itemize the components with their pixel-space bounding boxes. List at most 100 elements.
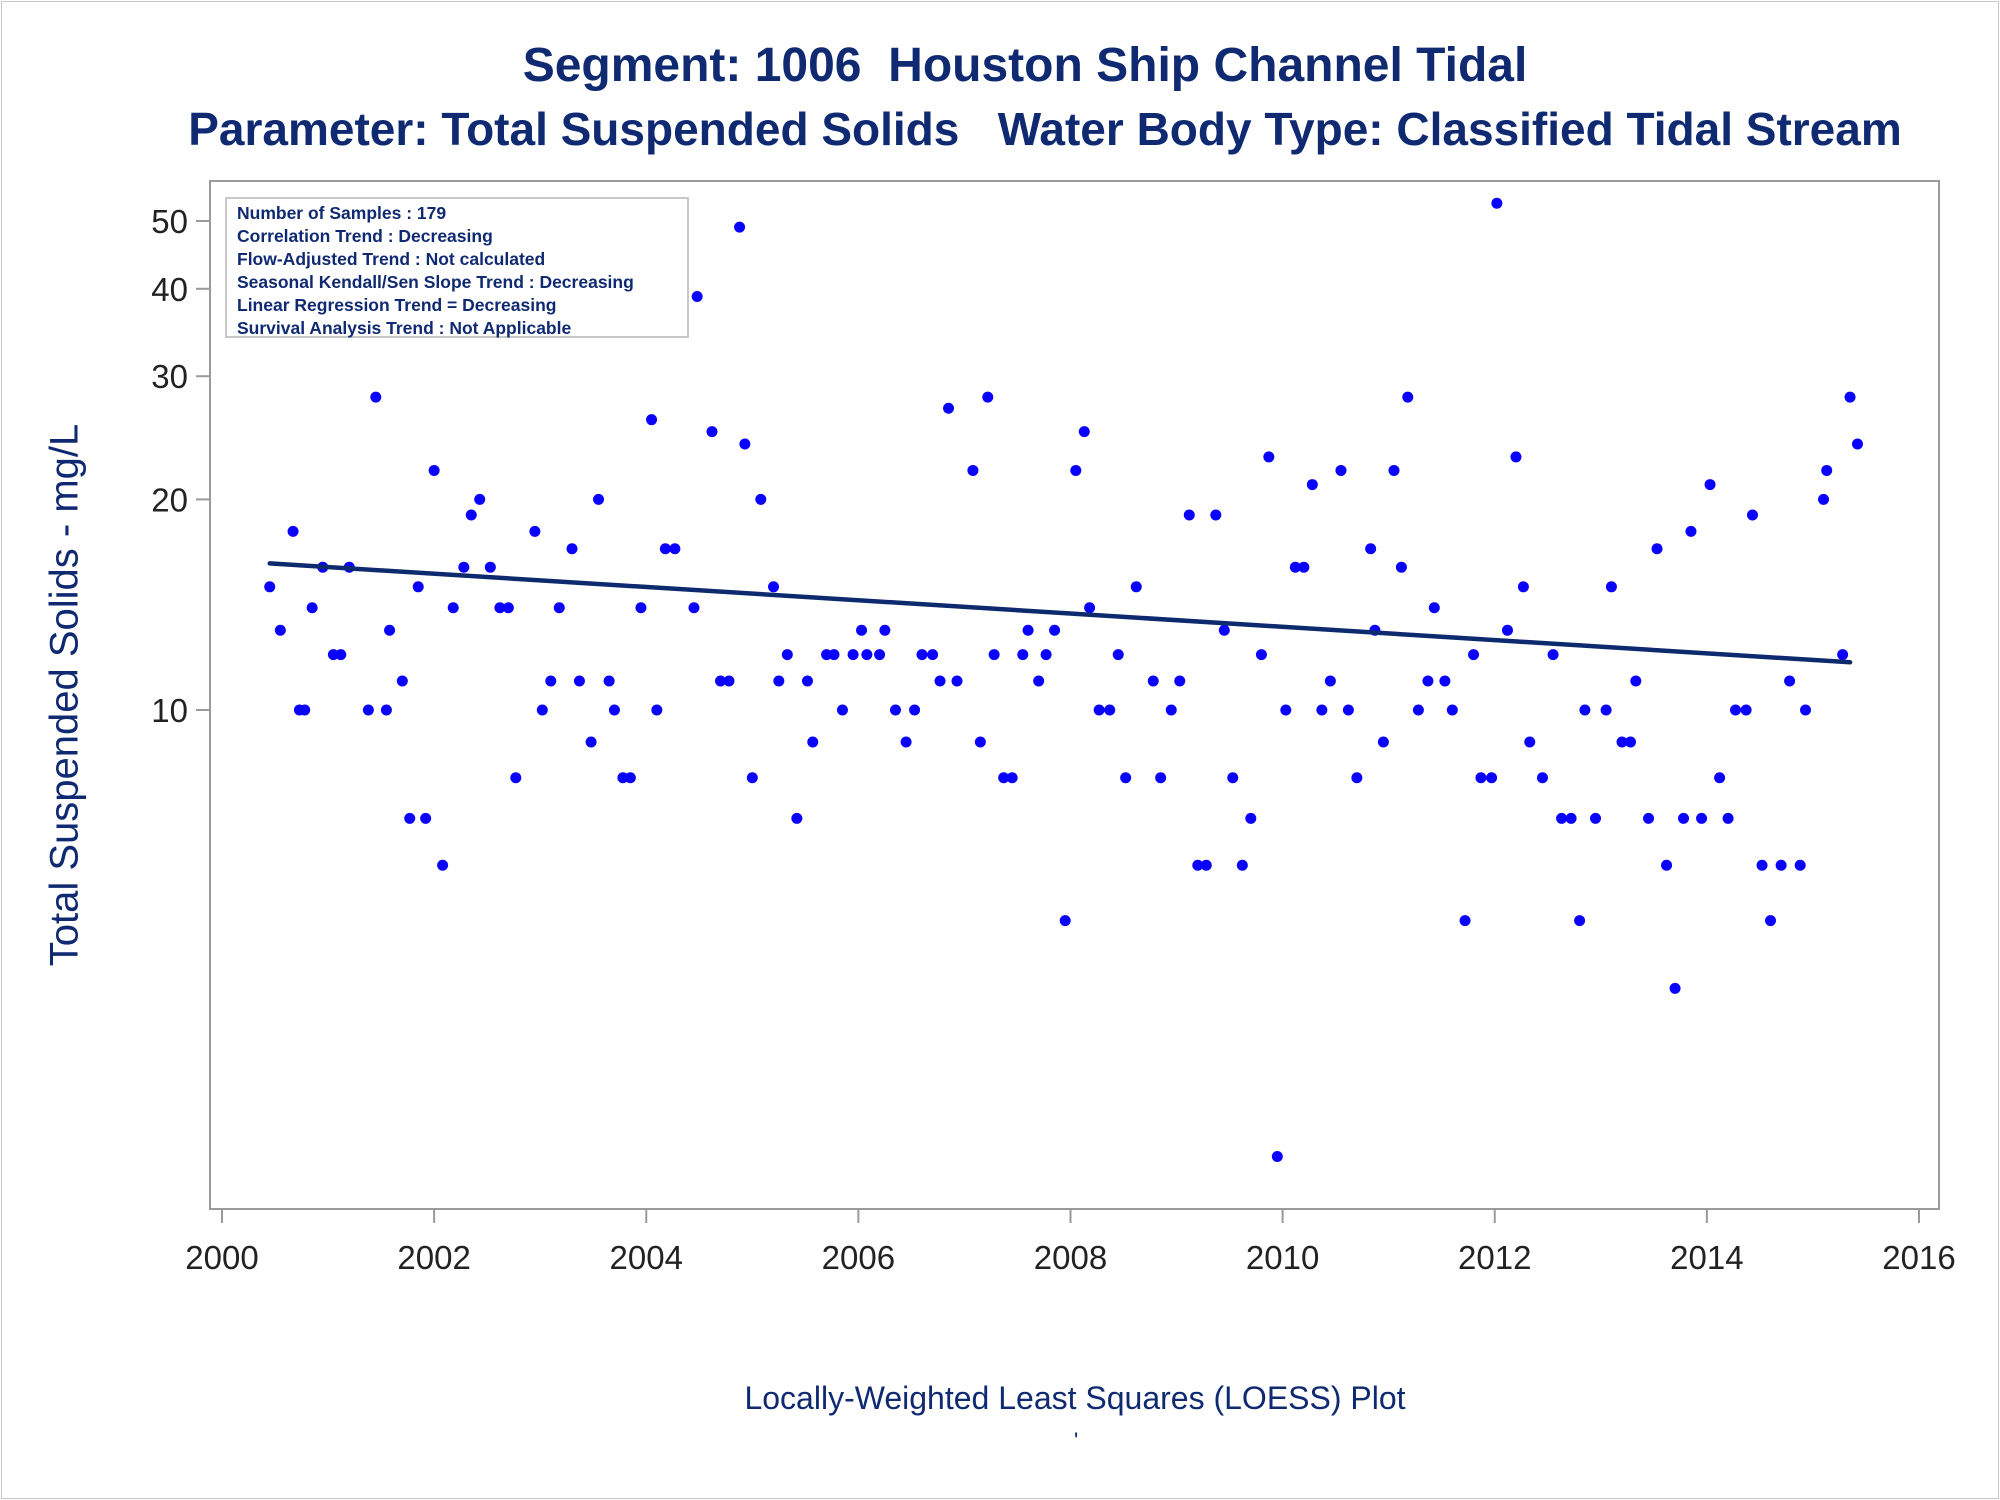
- data-point: [988, 649, 1000, 661]
- data-point: [1784, 675, 1796, 687]
- data-point: [553, 602, 565, 614]
- data-point: [545, 675, 557, 687]
- data-point: [1722, 812, 1734, 824]
- data-point: [1183, 509, 1195, 521]
- data-point: [529, 525, 541, 537]
- chart-title-segment: Segment: 1006 Houston Ship Channel Tidal: [522, 39, 1528, 92]
- data-point: [889, 704, 901, 716]
- y-tick-label: 40: [151, 271, 188, 308]
- data-point: [1556, 812, 1568, 824]
- data-point: [739, 438, 751, 450]
- data-point: [1316, 704, 1328, 716]
- x-tick-label: 2000: [185, 1239, 258, 1276]
- x-tick-label: 2008: [1034, 1239, 1107, 1276]
- data-point: [723, 675, 735, 687]
- data-point: [1218, 624, 1230, 636]
- x-tick-label: 2014: [1670, 1239, 1743, 1276]
- data-point: [404, 812, 416, 824]
- data-point: [1428, 602, 1440, 614]
- data-point: [1446, 704, 1458, 716]
- data-point: [1475, 772, 1487, 784]
- data-point: [847, 649, 859, 661]
- data-point: [1351, 772, 1363, 784]
- y-tick-label: 50: [151, 203, 188, 240]
- data-point: [688, 602, 700, 614]
- data-point: [1625, 736, 1637, 748]
- data-point: [380, 704, 392, 716]
- data-point: [1616, 736, 1628, 748]
- data-point: [856, 624, 868, 636]
- data-point: [1685, 525, 1697, 537]
- data-point: [1412, 704, 1424, 716]
- data-points: [264, 197, 1863, 1163]
- data-point: [1059, 915, 1071, 927]
- data-point: [1630, 675, 1642, 687]
- data-point: [370, 391, 382, 403]
- data-point: [1255, 649, 1267, 661]
- data-point: [1579, 704, 1591, 716]
- data-point: [536, 704, 548, 716]
- y-tick-label: 20: [151, 481, 188, 518]
- data-point: [791, 812, 803, 824]
- info-line: Number of Samples : 179: [237, 203, 447, 223]
- data-point: [1468, 649, 1480, 661]
- data-point: [646, 414, 658, 426]
- data-point: [706, 426, 718, 438]
- data-point: [1022, 624, 1034, 636]
- data-point: [474, 493, 486, 505]
- data-point: [1486, 772, 1498, 784]
- data-point: [608, 704, 620, 716]
- x-axis: 2000 2002 2004 2006 2008 2010 2012 2014 2016: [185, 1209, 1956, 1276]
- data-point: [1669, 982, 1681, 994]
- data-point: [1459, 915, 1471, 927]
- data-point: [1821, 464, 1833, 476]
- data-point: [1147, 675, 1159, 687]
- data-point: [502, 602, 514, 614]
- trend-info-box: Number of Samples : 179 Correlation Trend…: [225, 197, 689, 338]
- data-point: [287, 525, 299, 537]
- data-point: [635, 602, 647, 614]
- data-point: [566, 543, 578, 555]
- data-point: [1800, 704, 1812, 716]
- data-point: [1324, 675, 1336, 687]
- plot-footnote: Locally-Weighted Least Squares (LOESS) P…: [744, 1380, 1406, 1416]
- data-point: [1851, 438, 1863, 450]
- data-point: [1678, 812, 1690, 824]
- data-point: [1501, 624, 1513, 636]
- data-point: [773, 675, 785, 687]
- data-point: [768, 581, 780, 593]
- data-point: [1837, 649, 1849, 661]
- data-point: [335, 649, 347, 661]
- data-point: [1740, 704, 1752, 716]
- data-point: [362, 704, 374, 716]
- plot-area-frame: [209, 180, 1940, 1210]
- data-point: [1280, 704, 1292, 716]
- data-point: [585, 736, 597, 748]
- data-point: [573, 675, 585, 687]
- x-tick-label: 2004: [610, 1239, 683, 1276]
- data-point: [934, 675, 946, 687]
- y-tick-label: 30: [151, 358, 188, 395]
- data-point: [900, 736, 912, 748]
- data-point: [755, 493, 767, 505]
- data-point: [1130, 581, 1142, 593]
- x-tick-label: 2016: [1882, 1239, 1955, 1276]
- data-point: [1661, 859, 1673, 871]
- data-point: [494, 602, 506, 614]
- data-point: [1040, 649, 1052, 661]
- data-point: [1794, 859, 1806, 871]
- data-point: [1306, 479, 1318, 491]
- y-tick-label: 10: [151, 692, 188, 729]
- loess-line: [267, 561, 1853, 665]
- data-point: [828, 649, 840, 661]
- data-point: [967, 464, 979, 476]
- data-point: [836, 704, 848, 716]
- data-point: [1643, 812, 1655, 824]
- data-point: [1200, 859, 1212, 871]
- data-point: [1120, 772, 1132, 784]
- data-point: [1033, 675, 1045, 687]
- data-point: [1006, 772, 1018, 784]
- data-point: [1402, 391, 1414, 403]
- data-point: [420, 812, 432, 824]
- data-point: [593, 493, 605, 505]
